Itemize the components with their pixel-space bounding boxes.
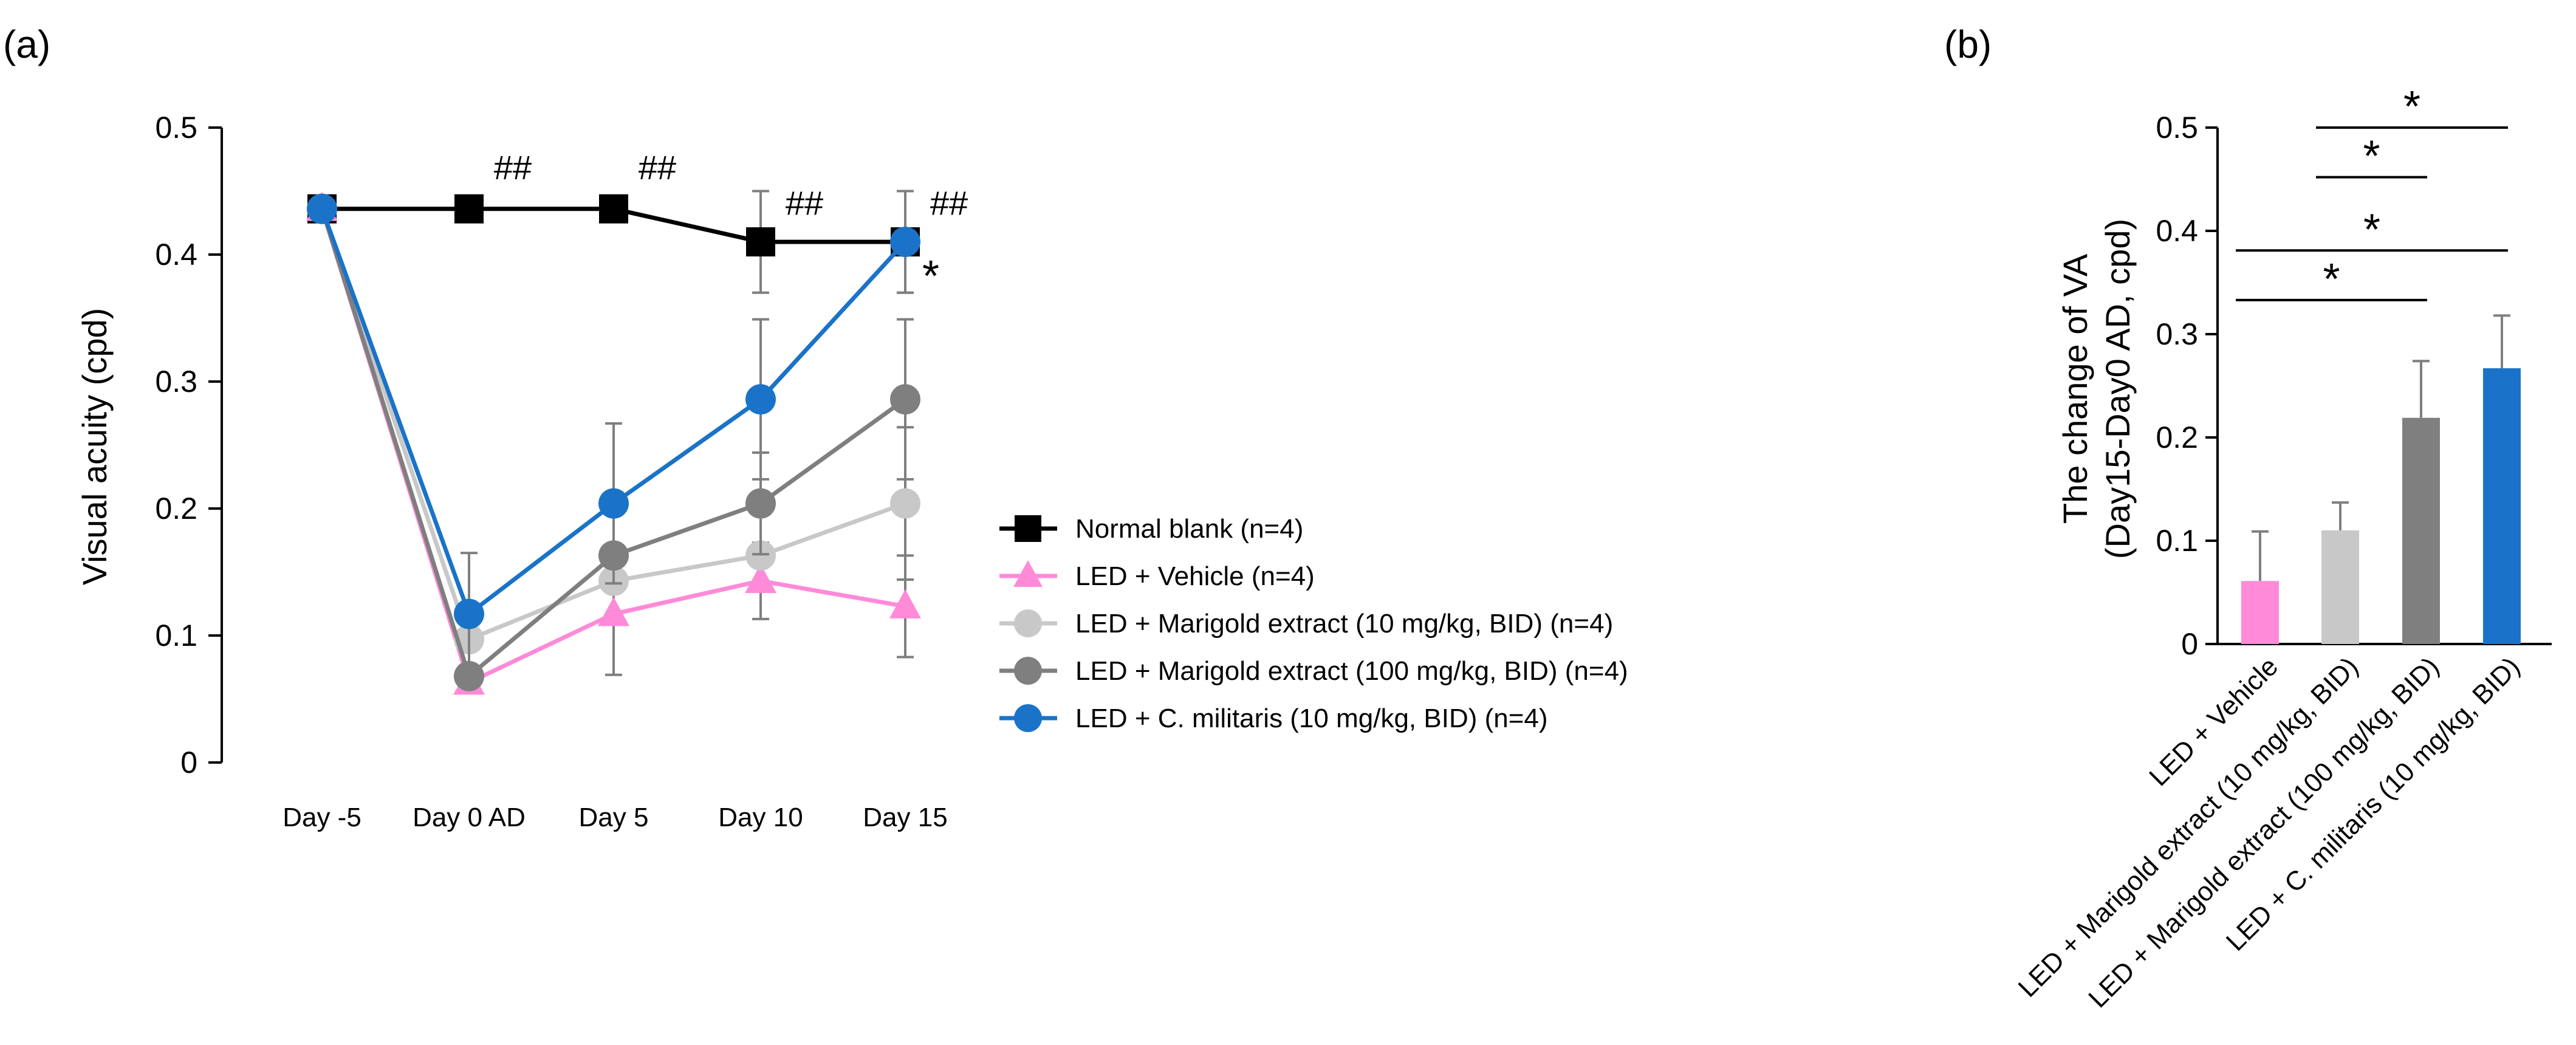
panel-b-x-tick-label: LED + Marigold extract (10 mg/kg, BID) xyxy=(2013,651,2364,1002)
panel-b-y-tick-label: 0.4 xyxy=(2156,214,2198,248)
panel-a-point-circle xyxy=(890,384,920,415)
panel-a-legend-item: Normal blank (n=4) xyxy=(999,514,1303,544)
panel-b-y-tick-label: 0.3 xyxy=(2156,317,2198,351)
panel-a-y-tick-label: 0.2 xyxy=(155,492,197,526)
panel-b-bar xyxy=(2483,368,2521,644)
panel-a-point-circle xyxy=(307,193,337,224)
panel-a-legend-item: LED + Marigold extract (10 mg/kg, BID) (… xyxy=(999,609,1613,639)
panel-b-significance: * * * * xyxy=(2236,83,2508,304)
panel-a-point-square xyxy=(454,194,484,224)
panel-b-significance-star: * xyxy=(2363,205,2380,254)
panel-a-y-tick-label: 0.4 xyxy=(155,238,197,272)
panel-b-significance-star: * xyxy=(2323,255,2340,304)
panel-a-point-square xyxy=(599,194,628,224)
panel-a-significance-star: * xyxy=(922,252,939,301)
panel-b-y-tick-label: 0 xyxy=(2181,627,2198,661)
panel-a-legend-item: LED + Marigold extract (100 mg/kg, BID) … xyxy=(999,656,1628,686)
panel-a-point-circle xyxy=(745,384,776,415)
panel-a-legend-marker-circle xyxy=(1014,704,1042,732)
panel-b-x-tick-label: LED + C. militaris (10 mg/kg, BID) xyxy=(2221,651,2526,956)
panel-a-y-tick-label: 0.1 xyxy=(155,618,197,653)
panel-a-point-circle xyxy=(890,227,920,258)
panel-a-series-4 xyxy=(307,190,920,676)
panel-a-point-circle xyxy=(745,540,776,571)
panel-b-bar xyxy=(2321,530,2359,644)
panel-b-label: (b) xyxy=(1944,22,1992,66)
panel-a-point-square xyxy=(746,227,775,257)
panel-a-hash-mark: ## xyxy=(786,183,823,222)
panel-a-legend-marker-circle xyxy=(1014,657,1042,685)
panel-b: (b) The change of VA (Day15-Day0 AD, cpd… xyxy=(1944,22,2552,1013)
panel-a-legend-label: LED + C. militaris (10 mg/kg, BID) (n=4) xyxy=(1075,704,1548,733)
panel-a-x-tick-label: Day 0 AD xyxy=(413,803,526,832)
panel-a-legend-item: LED + Vehicle (n=4) xyxy=(999,560,1315,591)
panel-a-hash-mark: ## xyxy=(930,183,968,222)
panel-a-legend-marker-triangle xyxy=(1013,560,1043,587)
panel-a-axes: 0 0.1 0.2 0.3 0.4 0.5 Day -5 Day 0 AD Day 5 Day 1… xyxy=(155,111,947,832)
panel-a-point-circle xyxy=(598,488,629,519)
panel-a-x-tick-label: Day 15 xyxy=(863,803,947,832)
panel-a-x-tick-label: Day 5 xyxy=(579,803,649,832)
panel-a-y-axis-title: Visual acuity (cpd) xyxy=(75,308,114,586)
panel-a-annotations: ## ## ## ## * xyxy=(494,148,968,301)
panel-a-hash-mark: ## xyxy=(494,148,532,187)
panel-a-legend-marker-square xyxy=(1015,515,1041,542)
panel-a-legend-marker-circle xyxy=(1014,609,1042,637)
panel-a-legend-label: LED + Marigold extract (10 mg/kg, BID) (… xyxy=(1075,609,1613,639)
panel-a-y-tick-label: 0.5 xyxy=(155,111,197,145)
panel-a-y-tick-label: 0.3 xyxy=(155,365,197,399)
panel-a-point-triangle xyxy=(745,564,776,594)
panel-a-x-tick-label: Day -5 xyxy=(283,803,361,832)
panel-a-label: (a) xyxy=(3,22,50,66)
panel-b-y-axis-title-line2: (Day15-Day0 AD, cpd) xyxy=(2098,219,2137,559)
panel-b-y-tick-label: 0.2 xyxy=(2156,420,2198,454)
panel-a-legend-label: LED + Marigold extract (100 mg/kg, BID) … xyxy=(1075,656,1628,686)
panel-b-bar xyxy=(2241,581,2279,644)
panel-a-point-circle xyxy=(454,598,484,629)
panel-b-y-axis-title-line1: The change of VA xyxy=(2056,253,2094,524)
panel-b-significance-star: * xyxy=(2363,132,2380,181)
panel-a-legend-label: Normal blank (n=4) xyxy=(1075,514,1303,544)
panel-a-point-triangle xyxy=(889,589,921,618)
panel-b-y-tick-label: 0.5 xyxy=(2156,111,2198,145)
panel-b-bars xyxy=(2241,314,2521,644)
panel-a-legend-item: LED + C. militaris (10 mg/kg, BID) (n=4) xyxy=(999,704,1548,733)
panel-a-y-tick-label: 0 xyxy=(180,745,197,779)
panel-a-point-circle xyxy=(454,660,484,691)
panel-a-legend-label: LED + Vehicle (n=4) xyxy=(1075,561,1315,591)
panel-b-x-tick-label: LED + Marigold extract (100 mg/kg, BID) xyxy=(2083,651,2445,1013)
panel-a-hash-mark: ## xyxy=(639,148,676,187)
panel-b-significance-star: * xyxy=(2403,83,2420,131)
panel-a: (a) Visual acuity (cpd) 0 0.1 0.2 0.3 0.4 0.5… xyxy=(3,22,1628,832)
panel-b-bar xyxy=(2402,417,2440,644)
panel-a-series xyxy=(306,190,921,695)
panel-a-point-triangle xyxy=(598,597,629,626)
panel-a-series-0 xyxy=(307,190,920,294)
panel-a-point-circle xyxy=(745,488,776,519)
panel-a-legend: Normal blank (n=4) LED + Vehicle (n=4) LED… xyxy=(999,514,1628,733)
panel-a-x-tick-label: Day 10 xyxy=(718,803,803,832)
panel-a-point-circle xyxy=(890,488,920,519)
panel-b-y-tick-label: 0.1 xyxy=(2156,524,2198,558)
